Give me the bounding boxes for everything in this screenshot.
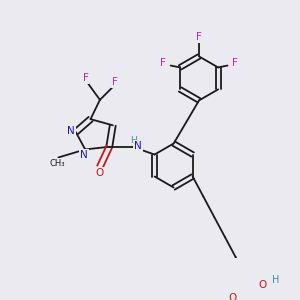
Text: F: F <box>196 32 202 42</box>
Text: O: O <box>95 168 104 178</box>
Text: H: H <box>130 136 137 146</box>
Text: O: O <box>228 293 236 300</box>
Text: CH₃: CH₃ <box>49 159 65 168</box>
Text: O: O <box>258 280 266 290</box>
Text: F: F <box>160 58 166 68</box>
Text: F: F <box>112 77 118 87</box>
Text: N: N <box>80 150 88 160</box>
Text: H: H <box>272 275 280 285</box>
Text: N: N <box>67 126 75 136</box>
Text: F: F <box>83 74 88 83</box>
Text: F: F <box>232 58 238 68</box>
Text: N: N <box>134 141 142 151</box>
